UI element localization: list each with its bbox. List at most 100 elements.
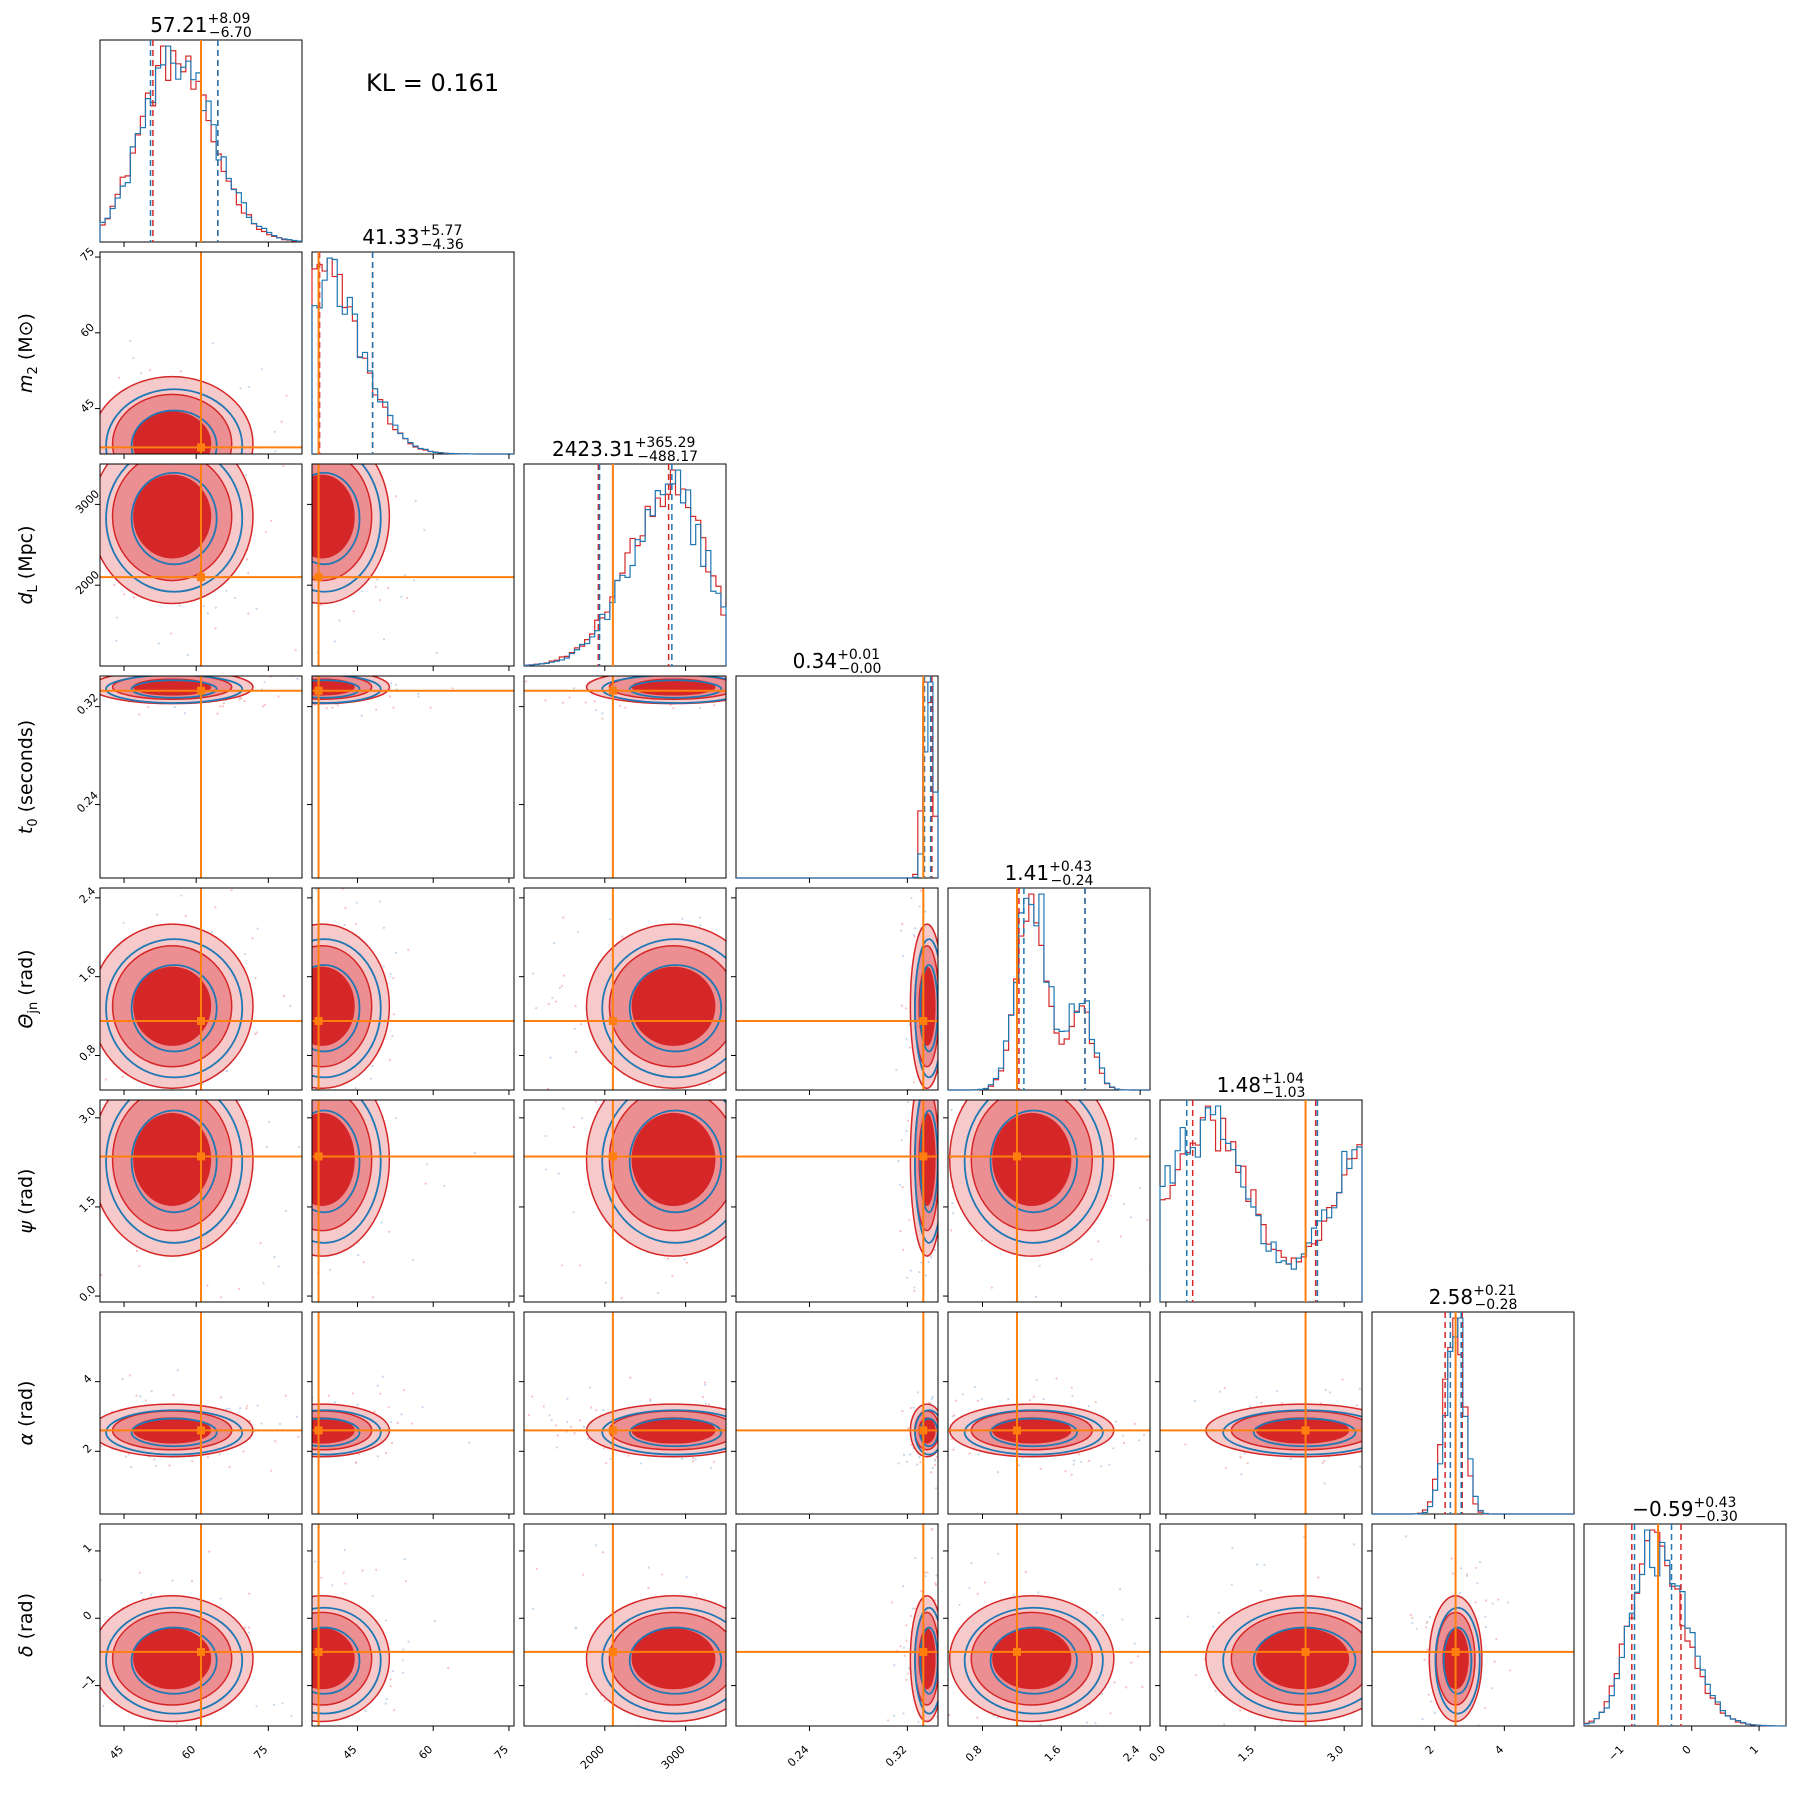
scatter-point — [213, 1082, 215, 1084]
scatter-point — [273, 956, 275, 958]
scatter-point — [834, 1394, 836, 1396]
scatter-point — [148, 369, 152, 372]
scatter-point — [245, 1407, 248, 1410]
kl-annotation: KL = 0.161 — [366, 69, 499, 97]
scatter-point — [285, 597, 287, 599]
scatter-point — [48, 1687, 50, 1689]
y-tick-label: 2000 — [73, 568, 102, 597]
scatter-point — [49, 1003, 51, 1005]
scatter-point — [753, 1092, 755, 1094]
scatter-point — [686, 670, 688, 672]
scatter-point — [176, 1738, 178, 1740]
scatter-point — [267, 1028, 269, 1030]
scatter-point — [172, 1394, 175, 1397]
scatter-point — [940, 1073, 942, 1075]
scatter-point — [703, 673, 705, 675]
scatter-point — [1034, 1295, 1038, 1298]
scatter-point — [911, 1607, 914, 1610]
scatter-point — [284, 1209, 288, 1212]
scatter-point — [54, 904, 56, 906]
scatter-point — [1137, 1065, 1139, 1067]
scatter-point — [382, 926, 385, 929]
contour-series-b — [130, 1417, 218, 1448]
scatter-point — [1416, 1658, 1418, 1660]
scatter-point — [582, 1573, 585, 1576]
scatter-point — [566, 1420, 569, 1423]
scatter-point — [50, 463, 52, 465]
scatter-point — [930, 1397, 934, 1400]
contour-series-a — [631, 1628, 716, 1690]
scatter-point — [919, 1461, 922, 1464]
scatter-point — [1068, 1060, 1070, 1062]
scatter-point — [1400, 1658, 1402, 1660]
scatter-point — [740, 1438, 742, 1440]
panel-frame — [311, 1523, 515, 1727]
scatter-point — [280, 1095, 282, 1097]
panel-frame — [311, 1311, 515, 1515]
scatter-point — [258, 1681, 260, 1683]
scatter-point — [905, 1678, 908, 1682]
scatter-point — [943, 1747, 945, 1749]
scatter-point — [667, 1257, 670, 1260]
scatter-point — [1151, 1662, 1153, 1664]
scatter-point — [1122, 1202, 1125, 1206]
scatter-point — [685, 1747, 687, 1749]
scatter-point — [267, 431, 269, 433]
scatter-point — [709, 1467, 713, 1470]
scatter-point — [1484, 1625, 1488, 1629]
scatter-point — [260, 525, 262, 527]
scatter-point — [38, 661, 40, 663]
scatter-point — [283, 1114, 285, 1116]
scatter-point — [291, 469, 293, 471]
scatter-point — [160, 1097, 162, 1099]
scatter-point — [91, 1097, 93, 1099]
scatter-point — [945, 1419, 947, 1421]
scatter-point — [273, 1255, 276, 1259]
scatter-point — [219, 1396, 223, 1399]
scatter-point — [961, 1393, 965, 1396]
scatter-point — [1048, 1065, 1050, 1067]
scatter-point — [283, 685, 285, 687]
truth-marker — [608, 1152, 617, 1161]
contour-series-b — [601, 938, 726, 1079]
scatter-point — [327, 458, 329, 460]
contour-series-b — [130, 679, 218, 699]
truth-marker — [314, 1017, 323, 1026]
scatter-point — [608, 671, 610, 673]
panel-frame — [1583, 1523, 1787, 1727]
scatter-point — [1193, 1399, 1197, 1403]
scatter-point — [261, 1606, 263, 1608]
scatter-point — [90, 1188, 92, 1190]
scatter-point — [976, 1716, 979, 1719]
scatter-point — [371, 1595, 374, 1598]
scatter-point — [219, 705, 222, 708]
scatter-point — [245, 558, 248, 561]
scatter-point — [691, 855, 693, 857]
scatter-point — [61, 496, 63, 498]
scatter-point — [893, 1664, 896, 1667]
scatter-point — [55, 493, 57, 495]
scatter-point — [1115, 956, 1117, 958]
scatter-point — [389, 682, 393, 685]
scatter-point — [1396, 1423, 1398, 1425]
contour-series-b — [914, 1606, 938, 1715]
scatter-point — [697, 667, 699, 669]
scatter-point — [258, 1139, 260, 1141]
scatter-point — [1175, 1445, 1177, 1447]
scatter-point — [1484, 1742, 1486, 1744]
scatter-point — [292, 1398, 294, 1400]
scatter-point — [378, 662, 380, 664]
scatter-point — [906, 1100, 910, 1104]
scatter-point — [901, 954, 905, 958]
scatter-point — [914, 1556, 917, 1560]
contour-series-b — [601, 1100, 726, 1244]
scatter-point — [247, 1626, 251, 1629]
scatter-point — [294, 1769, 296, 1771]
scatter-point — [368, 1771, 370, 1773]
scatter-point — [252, 693, 254, 695]
scatter-point — [157, 642, 160, 645]
scatter-point — [1218, 1390, 1222, 1393]
scatter-point — [367, 439, 369, 441]
scatter-point — [270, 1714, 272, 1716]
scatter-point — [144, 1399, 148, 1402]
